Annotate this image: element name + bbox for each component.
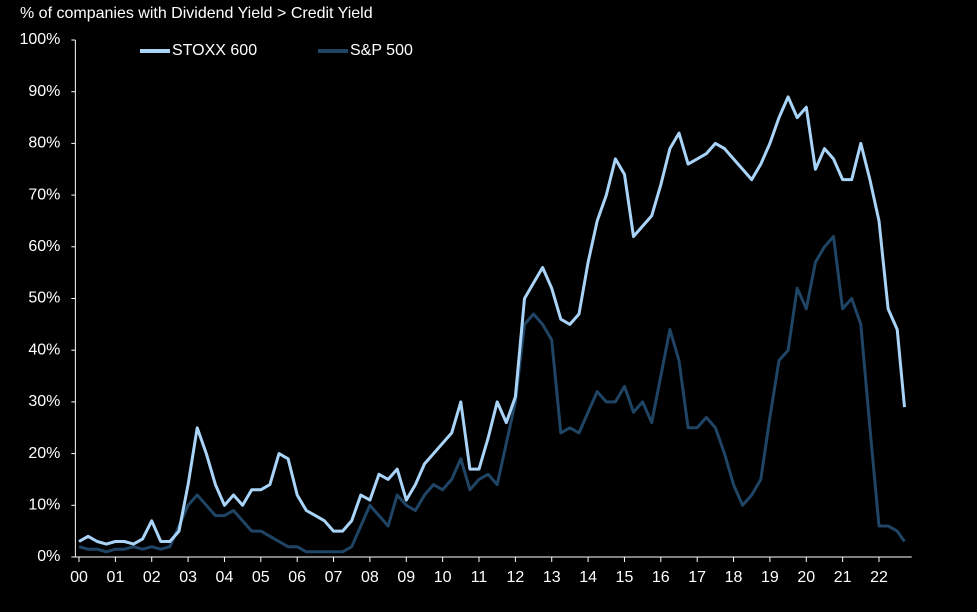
x-tick-label: 01 xyxy=(106,569,124,586)
x-tick-label: 18 xyxy=(725,569,743,586)
y-tick-label: 30% xyxy=(28,393,60,410)
x-tick-label: 00 xyxy=(70,569,88,586)
line-series xyxy=(78,235,906,554)
y-tick-label: 10% xyxy=(28,497,60,514)
x-tick-label: 17 xyxy=(688,569,706,586)
x-tick-label: 10 xyxy=(434,569,452,586)
x-tick-label: 05 xyxy=(252,569,270,586)
x-tick-label: 09 xyxy=(397,569,415,586)
x-tick-label: 15 xyxy=(616,569,634,586)
y-tick-label: 50% xyxy=(28,290,60,307)
y-tick-label: 70% xyxy=(28,186,60,203)
x-tick-label: 11 xyxy=(471,569,488,586)
y-tick-label: 100% xyxy=(19,31,60,48)
y-tick-label: 60% xyxy=(28,238,60,255)
x-tick-label: 20 xyxy=(797,569,815,586)
y-tick-label: 0% xyxy=(37,548,60,565)
y-tick-label: 20% xyxy=(28,445,60,462)
x-tick-label: 12 xyxy=(506,569,524,586)
x-tick-label: 14 xyxy=(579,569,597,586)
x-tick-label: 19 xyxy=(761,569,779,586)
x-tick-label: 21 xyxy=(834,569,852,586)
y-tick-label: 90% xyxy=(28,83,60,100)
x-tick-label: 03 xyxy=(179,569,197,586)
x-tick-label: 07 xyxy=(325,569,343,586)
x-tick-label: 13 xyxy=(543,569,561,586)
legend-label: STOXX 600 xyxy=(172,42,257,59)
x-tick-label: 08 xyxy=(361,569,379,586)
x-tick-label: 02 xyxy=(143,569,161,586)
line-series xyxy=(78,95,906,546)
y-tick-label: 80% xyxy=(28,135,60,152)
x-tick-label: 06 xyxy=(288,569,306,586)
chart-subtitle: % of companies with Dividend Yield > Cre… xyxy=(20,5,373,22)
x-tick-label: 04 xyxy=(216,569,234,586)
x-tick-label: 22 xyxy=(870,569,888,586)
legend-label: S&P 500 xyxy=(350,42,413,59)
x-tick-label: 16 xyxy=(652,569,670,586)
y-tick-label: 40% xyxy=(28,341,60,358)
